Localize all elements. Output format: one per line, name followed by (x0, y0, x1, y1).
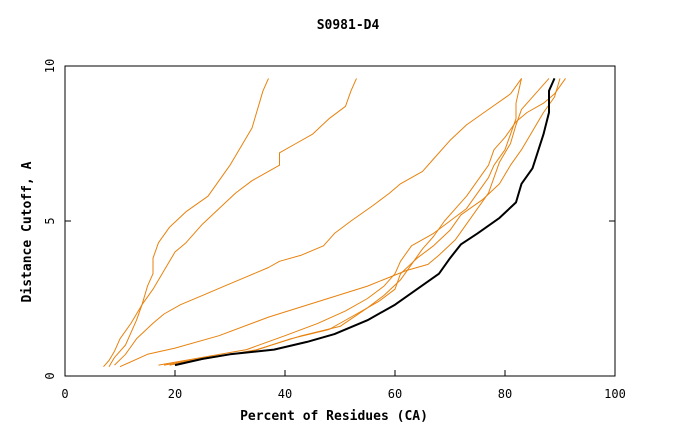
series-layer (103, 77, 566, 368)
series-line-7 (169, 78, 561, 366)
y-axis-label: Distance Cutoff, A (20, 161, 35, 302)
x-tick-label: 60 (388, 387, 402, 401)
series-line-1 (103, 78, 269, 368)
x-tick-label: 0 (61, 387, 68, 401)
x-tick-label: 20 (168, 387, 182, 401)
series-line-4 (119, 78, 550, 368)
y-tick-label: 0 (43, 372, 57, 379)
x-tick-label: 80 (498, 387, 512, 401)
y-tick-label: 5 (43, 217, 57, 224)
series-line-2 (108, 78, 357, 367)
chart-title: S0981-D4 (317, 18, 380, 33)
x-tick-label: 100 (604, 387, 626, 401)
series-line-3 (114, 78, 522, 366)
y-axis: 0 5 10 (43, 59, 615, 380)
series-line-highlight (174, 77, 556, 367)
x-tick-label: 40 (278, 387, 292, 401)
y-tick-label: 10 (43, 59, 57, 73)
plot-frame (64, 65, 616, 377)
x-axis-label: Percent of Residues (CA) (240, 409, 428, 424)
series-line-5 (158, 78, 522, 366)
x-axis: 0 20 40 60 80 100 (61, 370, 626, 401)
